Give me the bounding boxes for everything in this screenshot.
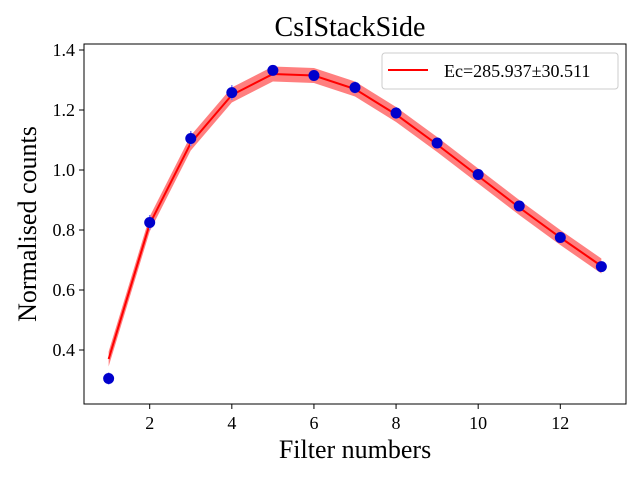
data-point — [103, 373, 115, 384]
y-axis: 0.4 0.6 0.8 1.0 1.2 1.4 — [53, 40, 84, 360]
fit-uncertainty-band — [108, 66, 602, 367]
x-tick-label: 6 — [309, 413, 318, 433]
data-point — [472, 169, 484, 180]
axes-frame — [83, 43, 627, 405]
data-point — [513, 200, 525, 212]
x-axis-label: Filter numbers — [279, 435, 431, 464]
data-point — [267, 64, 279, 76]
plot-area — [103, 64, 607, 385]
y-tick-label: 0.8 — [53, 220, 76, 240]
data-point — [349, 82, 361, 93]
legend-label: Ec=285.937±30.511 — [444, 61, 590, 81]
x-tick-label: 10 — [469, 413, 487, 433]
chart-title: CsIStackSide — [275, 12, 426, 43]
data-point — [226, 87, 238, 99]
legend-box — [381, 52, 619, 90]
x-tick-label: 12 — [551, 413, 569, 433]
y-tick-label: 1.2 — [53, 100, 76, 120]
x-tick-label: 8 — [392, 413, 401, 433]
data-point — [144, 217, 156, 228]
y-tick-label: 0.6 — [53, 280, 76, 300]
data-point — [431, 137, 443, 149]
data-point — [595, 261, 607, 273]
y-axis-label: Normalised counts — [13, 126, 42, 322]
y-tick-label: 1.0 — [53, 160, 76, 180]
x-tick-label: 4 — [227, 413, 236, 433]
y-tick-label: 0.4 — [53, 340, 76, 360]
data-point — [185, 133, 197, 144]
data-point — [308, 70, 320, 81]
data-point — [390, 107, 402, 119]
x-axis: 2 4 6 8 10 12 — [145, 404, 569, 433]
x-tick-label: 2 — [145, 413, 154, 433]
legend: Ec=285.937±30.511 — [381, 52, 619, 90]
data-point — [554, 232, 566, 243]
y-tick-label: 1.4 — [53, 40, 76, 60]
